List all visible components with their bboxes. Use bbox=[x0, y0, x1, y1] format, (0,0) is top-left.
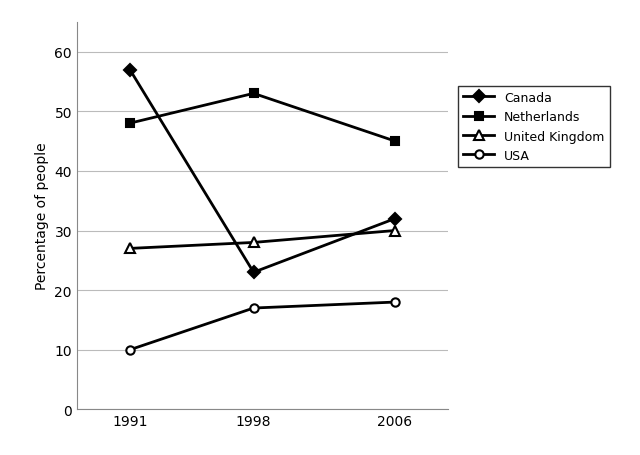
Line: United Kingdom: United Kingdom bbox=[125, 226, 400, 254]
Canada bbox=[391, 217, 399, 222]
USA bbox=[250, 306, 257, 311]
United Kingdom bbox=[391, 228, 399, 234]
Netherlands bbox=[250, 91, 257, 97]
Line: USA: USA bbox=[125, 298, 399, 354]
Canada bbox=[126, 68, 134, 73]
Legend: Canada, Netherlands, United Kingdom, USA: Canada, Netherlands, United Kingdom, USA bbox=[458, 87, 609, 167]
Y-axis label: Percentage of people: Percentage of people bbox=[35, 142, 49, 290]
United Kingdom bbox=[250, 240, 257, 246]
United Kingdom bbox=[126, 246, 134, 252]
USA bbox=[126, 347, 134, 353]
Netherlands bbox=[126, 121, 134, 126]
Netherlands bbox=[391, 139, 399, 145]
Line: Netherlands: Netherlands bbox=[125, 90, 399, 146]
Canada bbox=[250, 270, 257, 275]
USA bbox=[391, 300, 399, 305]
Line: Canada: Canada bbox=[125, 66, 399, 277]
